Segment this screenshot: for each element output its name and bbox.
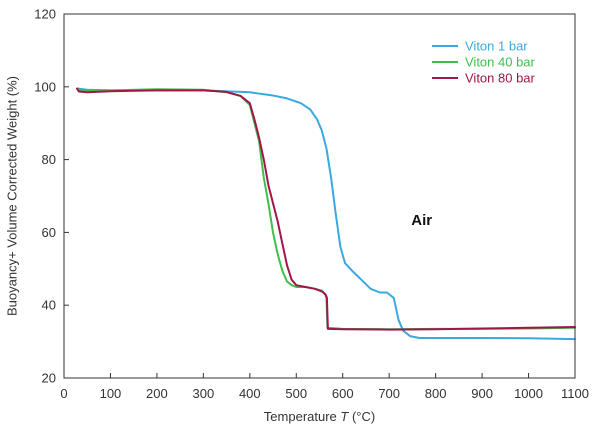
y-axis-ticks: 20 40 60 80 100 120 xyxy=(34,7,69,386)
series-line-2 xyxy=(76,87,576,331)
x-axis-label-variable: T xyxy=(340,409,349,424)
annotation-air: Air xyxy=(411,212,432,229)
x-tick-label: 1100 xyxy=(561,386,589,401)
series-line-1 xyxy=(76,87,576,341)
y-tick-label: 40 xyxy=(42,298,56,313)
x-tick-label: 400 xyxy=(239,386,261,401)
x-tick-label: 100 xyxy=(100,386,122,401)
legend-label-1: Viton 1 bar xyxy=(465,39,528,54)
x-tick-label: 800 xyxy=(425,386,447,401)
x-axis-label-prefix: Temperature xyxy=(264,409,341,424)
y-tick-label: 100 xyxy=(34,79,56,94)
x-axis-ticks: 0 100 200 300 400 500 600 700 800 900 1000 1100 xyxy=(60,373,589,401)
plot-frame xyxy=(63,13,576,379)
y-tick-label: 80 xyxy=(42,152,56,167)
y-tick-label: 120 xyxy=(34,7,56,22)
series-line-3 xyxy=(76,87,576,331)
series-layer xyxy=(76,87,576,341)
x-tick-label: 700 xyxy=(378,386,400,401)
legend-label-3: Viton 80 bar xyxy=(465,71,536,86)
x-tick-label: 300 xyxy=(193,386,215,401)
y-axis-label: Buoyancy+ Volume Corrected Weight (%) xyxy=(4,76,19,316)
x-axis-label-suffix: (°C) xyxy=(348,409,375,424)
x-tick-label: 0 xyxy=(60,386,67,401)
x-tick-label: 200 xyxy=(146,386,168,401)
y-tick-label: 60 xyxy=(42,225,56,240)
x-tick-label: 500 xyxy=(285,386,307,401)
x-tick-label: 900 xyxy=(471,386,493,401)
y-tick-label: 20 xyxy=(42,371,56,386)
x-tick-label: 600 xyxy=(332,386,354,401)
x-axis-label: Temperature T (°C) xyxy=(264,409,375,424)
legend-label-2: Viton 40 bar xyxy=(465,55,536,70)
x-tick-label: 1000 xyxy=(514,386,543,401)
